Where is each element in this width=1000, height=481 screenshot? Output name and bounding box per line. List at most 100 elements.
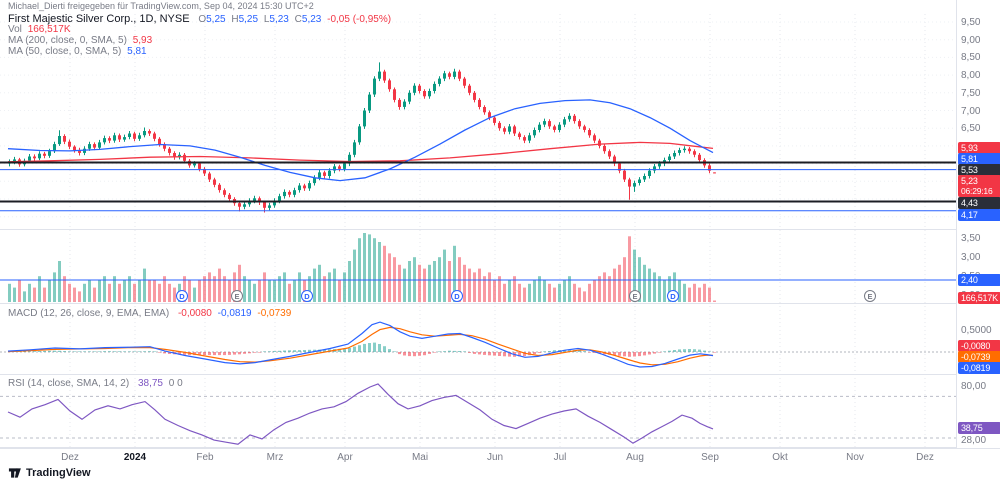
volume-bar: [493, 280, 496, 302]
volume-bar: [698, 287, 701, 302]
candle-body: [48, 151, 51, 156]
price-axis[interactable]: 9,509,008,508,007,507,006,503,503,002,50…: [956, 0, 1000, 448]
candle-body: [483, 107, 486, 113]
earnings-marker[interactable]: E: [864, 290, 876, 302]
volume-bar: [58, 261, 61, 302]
volume-bar: [258, 280, 261, 302]
macd-histogram-bar: [483, 352, 486, 355]
macd-histogram-bar: [493, 352, 496, 356]
macd-histogram-bar: [433, 352, 436, 353]
volume-bar: [558, 283, 561, 302]
volume-bar: [153, 280, 156, 302]
dividend-marker[interactable]: D: [667, 290, 679, 302]
macd-histogram-bar: [448, 350, 451, 352]
candle-body: [308, 183, 311, 189]
macd-histogram-bar: [253, 352, 256, 353]
volume-bar: [418, 264, 421, 302]
candle-body: [428, 91, 431, 97]
candle-body: [248, 200, 251, 205]
symbol-title[interactable]: First Majestic Silver Corp., 1D, NYSE: [8, 13, 190, 25]
pane-separator[interactable]: [0, 303, 1000, 304]
tradingview-logo[interactable]: TradingView: [8, 466, 91, 480]
candle-body: [283, 191, 286, 197]
time-axis[interactable]: Dez 2024 Feb Mrz Apr Mai Jun Jul Aug Sep Okt Nov Dez: [0, 448, 1000, 467]
candle-body: [363, 110, 366, 127]
macd-histogram-bar: [203, 352, 206, 356]
dividend-marker[interactable]: D: [301, 290, 313, 302]
volume-bar: [283, 272, 286, 302]
macd-histogram-bar: [688, 349, 691, 352]
volume-bar: [108, 283, 111, 302]
macd-histogram-bar: [138, 351, 141, 352]
macd-histogram-bar: [503, 352, 506, 357]
time-axis-label: Mai: [411, 452, 429, 463]
candle-body: [638, 179, 641, 183]
candle-body: [658, 163, 661, 167]
macd-legend[interactable]: MACD (12, 26, close, 9, EMA, EMA) -0,008…: [8, 308, 291, 319]
pane-separator[interactable]: [0, 374, 1000, 375]
axis-badge: 4,17: [958, 209, 1000, 221]
axis-badge: 4,43: [958, 197, 1000, 209]
time-axis-label: Dez: [916, 452, 934, 463]
countdown-timer: 06:29:16: [961, 186, 993, 196]
candle-body: [228, 194, 231, 199]
candle-body: [678, 150, 681, 153]
macd-histogram-bar: [303, 350, 306, 352]
macd-histogram-bar: [68, 351, 71, 352]
macd-histogram-bar: [443, 351, 446, 352]
volume-bar: [613, 268, 616, 302]
macd-histogram-bar: [178, 352, 181, 355]
earnings-marker[interactable]: E: [231, 290, 243, 302]
volume-bar: [158, 283, 161, 302]
macd-main-line[interactable]: [7, 321, 714, 368]
ma50-legend[interactable]: MA (50, close, 0, SMA, 5) 5,81: [8, 46, 147, 57]
macd-histogram-bar: [218, 352, 221, 356]
ma200-legend[interactable]: MA (200, close, 0, SMA, 5) 5,93: [8, 35, 152, 46]
macd-histogram-bar: [398, 352, 401, 355]
candle-body: [478, 99, 481, 107]
volume-bar: [543, 280, 546, 302]
candle-body: [518, 133, 521, 137]
axis-badge: 166,517K: [958, 292, 1000, 304]
candle-body: [708, 165, 711, 171]
candle-body: [503, 128, 506, 132]
time-axis-label: Dez: [61, 452, 79, 463]
dividend-marker[interactable]: D: [451, 290, 463, 302]
volume-bar: [383, 245, 386, 302]
candle-body: [243, 204, 246, 207]
macd-histogram-bar: [108, 351, 111, 352]
candle-body: [523, 137, 526, 141]
candle-body: [538, 124, 541, 130]
symbol-legend[interactable]: First Majestic Silver Corp., 1D, NYSE O5…: [8, 13, 391, 25]
ma200-line[interactable]: [7, 141, 714, 163]
candle-body: [668, 156, 671, 160]
axis-badge: 2,40: [958, 274, 1000, 286]
earnings-marker[interactable]: E: [629, 290, 641, 302]
volume-bar: [128, 276, 131, 302]
pane-separator[interactable]: [0, 229, 1000, 230]
candle-body: [588, 130, 591, 136]
macd-histogram-bar: [548, 351, 551, 352]
ma200-label: MA (200, close, 0, SMA, 5): [8, 35, 127, 46]
candle-body: [393, 89, 396, 100]
macd-signal-line[interactable]: [7, 326, 714, 366]
time-axis-label: Aug: [626, 452, 644, 463]
candle-body: [513, 126, 516, 134]
rsi-line[interactable]: [7, 383, 714, 445]
macd-histogram-bar: [618, 352, 621, 356]
candle-body: [348, 154, 351, 164]
candle-body: [618, 163, 621, 171]
macd-histogram-bar: [368, 343, 371, 352]
candle-body: [128, 133, 131, 137]
macd-histogram-bar: [353, 346, 356, 352]
candle-body: [713, 172, 716, 174]
candle-body: [648, 170, 651, 176]
candle-body: [28, 156, 31, 161]
candle-body: [313, 177, 316, 184]
volume-legend[interactable]: Vol 166,517K: [8, 24, 71, 35]
dividend-marker[interactable]: D: [176, 290, 188, 302]
candle-body: [578, 121, 581, 127]
rsi-legend[interactable]: RSI (14, close, SMA, 14, 2) 38,75 0 0: [8, 378, 183, 389]
